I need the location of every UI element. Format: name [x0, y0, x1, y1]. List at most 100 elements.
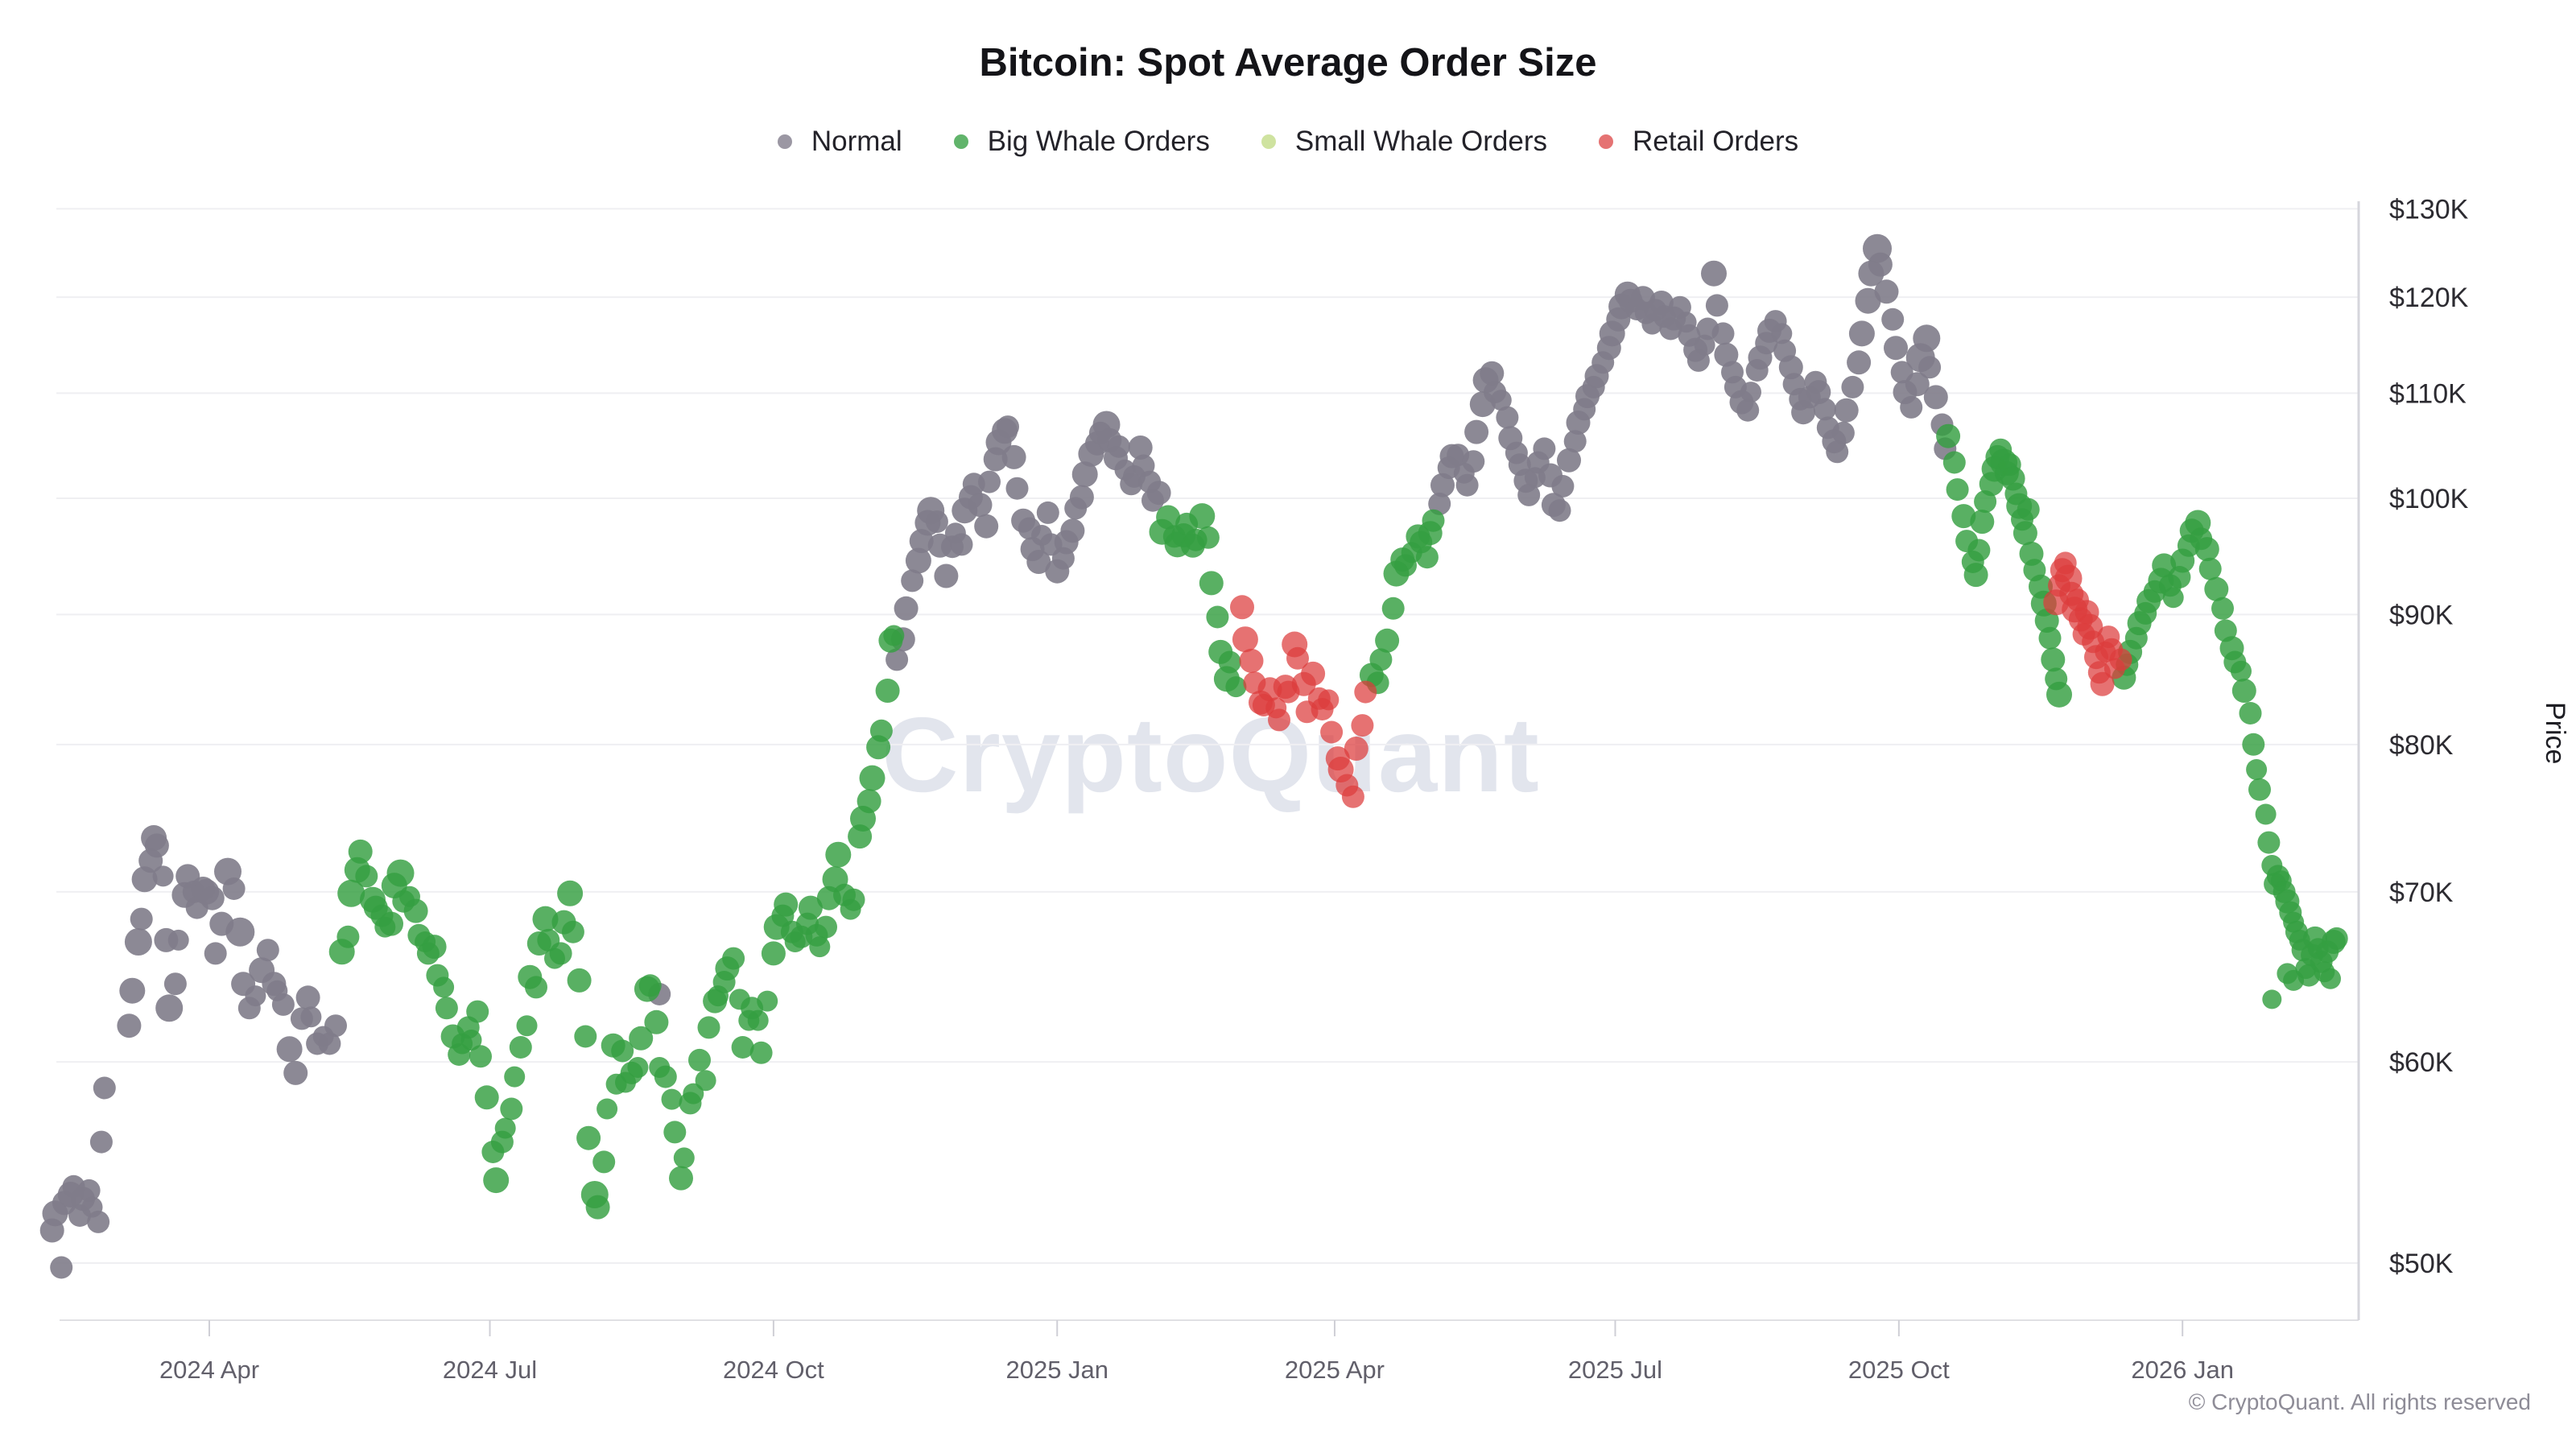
data-point[interactable]	[1923, 385, 1948, 410]
data-point[interactable]	[525, 976, 547, 999]
data-point[interactable]	[283, 1060, 308, 1085]
data-point[interactable]	[997, 415, 1019, 439]
data-point[interactable]	[87, 1210, 110, 1233]
data-point[interactable]	[1225, 676, 1247, 698]
data-point[interactable]	[469, 1045, 492, 1068]
data-point[interactable]	[934, 564, 959, 588]
data-point[interactable]	[1967, 539, 1991, 562]
legend-item-small-whale-orders[interactable]: Small Whale Orders	[1261, 126, 1547, 158]
data-point[interactable]	[722, 947, 745, 970]
data-point[interactable]	[1918, 356, 1942, 379]
data-point[interactable]	[663, 1121, 687, 1144]
data-point[interactable]	[2242, 733, 2265, 756]
data-point[interactable]	[1318, 689, 1340, 711]
data-point[interactable]	[2198, 557, 2222, 580]
data-point[interactable]	[1490, 390, 1512, 411]
data-point[interactable]	[731, 1036, 754, 1059]
data-point[interactable]	[1855, 287, 1881, 314]
data-point[interactable]	[1868, 252, 1893, 277]
data-point[interactable]	[1496, 406, 1519, 429]
data-point[interactable]	[2109, 648, 2132, 671]
data-point[interactable]	[1771, 323, 1793, 345]
data-point[interactable]	[974, 514, 999, 539]
data-point[interactable]	[968, 493, 993, 518]
data-point[interactable]	[901, 569, 924, 592]
data-point[interactable]	[2257, 831, 2281, 854]
data-point[interactable]	[1415, 546, 1439, 569]
data-point[interactable]	[2325, 927, 2348, 950]
data-point[interactable]	[494, 1117, 516, 1139]
data-point[interactable]	[875, 679, 900, 703]
data-point[interactable]	[1848, 320, 1875, 347]
data-point[interactable]	[2194, 537, 2219, 562]
data-point[interactable]	[1375, 628, 1400, 653]
data-point[interactable]	[124, 928, 152, 956]
data-point[interactable]	[1196, 526, 1220, 549]
data-point[interactable]	[1834, 398, 1859, 423]
data-point[interactable]	[155, 994, 184, 1022]
data-point[interactable]	[567, 968, 592, 993]
data-point[interactable]	[1714, 342, 1739, 367]
data-point[interactable]	[749, 1041, 773, 1064]
data-point[interactable]	[597, 1098, 618, 1120]
data-point[interactable]	[2231, 679, 2256, 703]
data-point[interactable]	[204, 942, 227, 965]
data-point[interactable]	[1239, 648, 1264, 673]
data-point[interactable]	[1905, 372, 1930, 397]
data-point[interactable]	[1942, 451, 1966, 474]
data-point[interactable]	[130, 907, 153, 931]
data-point[interactable]	[300, 1006, 322, 1028]
data-point[interactable]	[2262, 989, 2282, 1009]
data-point[interactable]	[842, 888, 865, 911]
data-point[interactable]	[1813, 398, 1836, 421]
data-point[interactable]	[2090, 671, 2115, 696]
data-point[interactable]	[576, 1125, 601, 1150]
data-point[interactable]	[644, 1009, 669, 1034]
data-point[interactable]	[1826, 440, 1849, 464]
data-point[interactable]	[1369, 648, 1393, 671]
data-point[interactable]	[1344, 737, 1368, 761]
data-point[interactable]	[859, 765, 886, 791]
data-point[interactable]	[688, 1048, 711, 1071]
data-point[interactable]	[673, 1147, 695, 1169]
data-point[interactable]	[483, 1167, 510, 1194]
data-point[interactable]	[1874, 279, 1899, 304]
data-point[interactable]	[1341, 785, 1364, 808]
data-point[interactable]	[857, 789, 881, 814]
data-point[interactable]	[1705, 294, 1728, 317]
data-point[interactable]	[2013, 521, 2037, 546]
data-point[interactable]	[1320, 720, 1344, 744]
legend-item-retail-orders[interactable]: Retail Orders	[1598, 126, 1798, 158]
data-point[interactable]	[295, 985, 320, 1010]
data-point[interactable]	[2231, 660, 2252, 682]
data-point[interactable]	[336, 925, 360, 948]
data-point[interactable]	[245, 985, 266, 1007]
data-point[interactable]	[324, 1014, 347, 1038]
data-point[interactable]	[1946, 478, 1969, 502]
data-point[interactable]	[435, 997, 458, 1020]
data-point[interactable]	[1884, 336, 1908, 361]
data-point[interactable]	[355, 865, 378, 888]
data-point[interactable]	[1128, 436, 1153, 460]
data-point[interactable]	[1736, 398, 1760, 422]
data-point[interactable]	[1001, 444, 1026, 469]
data-point[interactable]	[1036, 501, 1059, 524]
data-point[interactable]	[627, 1057, 649, 1078]
data-point[interactable]	[1381, 597, 1405, 620]
data-point[interactable]	[1455, 473, 1479, 497]
data-point[interactable]	[2017, 497, 2040, 521]
data-point[interactable]	[925, 510, 948, 534]
data-point[interactable]	[532, 906, 559, 932]
data-point[interactable]	[695, 1070, 716, 1092]
data-point[interactable]	[1563, 430, 1587, 453]
data-point[interactable]	[2248, 778, 2271, 801]
data-point[interactable]	[2255, 803, 2277, 825]
data-point[interactable]	[1156, 505, 1181, 530]
data-point[interactable]	[93, 1076, 116, 1100]
data-point[interactable]	[460, 1030, 482, 1051]
data-point[interactable]	[2038, 626, 2062, 650]
data-point[interactable]	[1232, 626, 1258, 653]
data-point[interactable]	[2162, 587, 2184, 609]
data-point[interactable]	[661, 1088, 683, 1110]
data-point[interactable]	[466, 1000, 489, 1023]
